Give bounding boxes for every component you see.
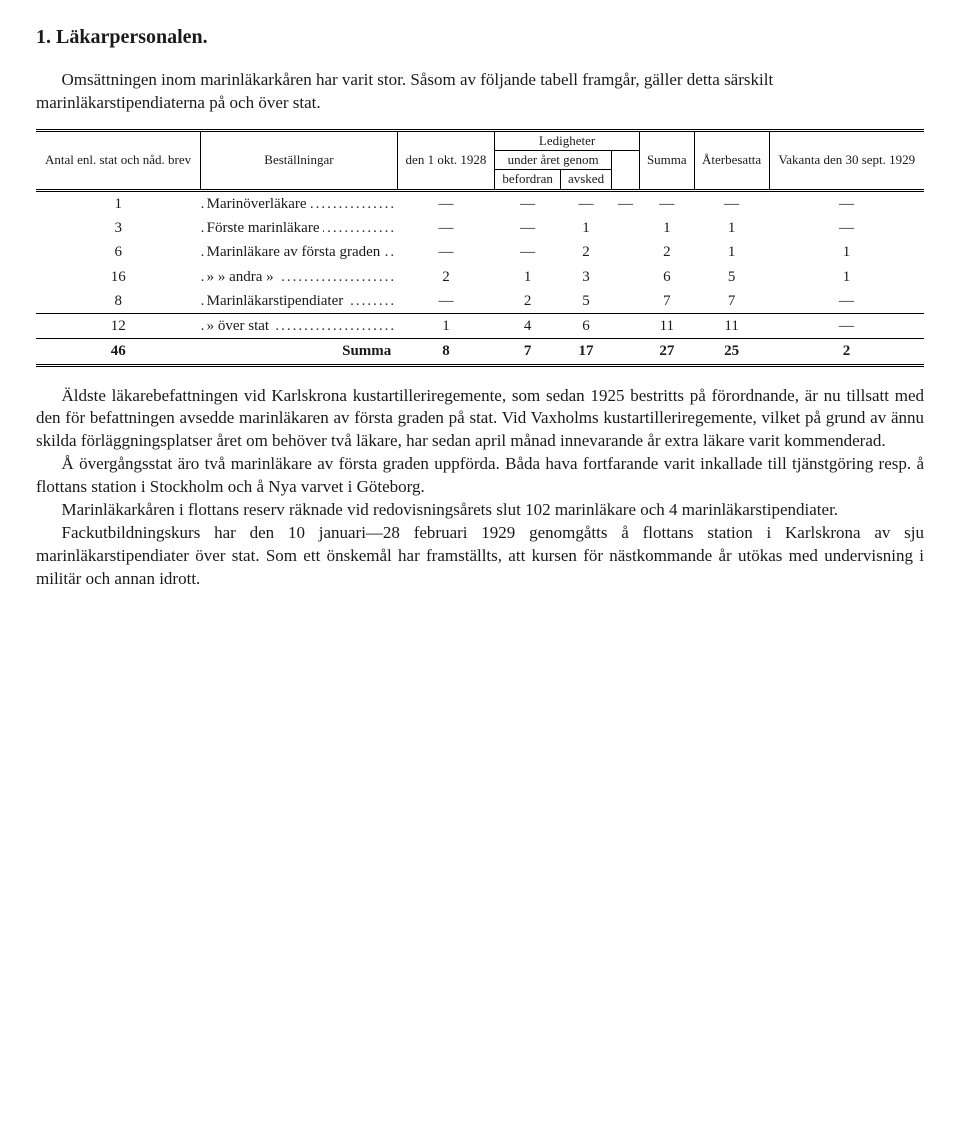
cell: 4 — [495, 314, 561, 339]
cell: 25 — [694, 339, 769, 365]
cell-label: Summa — [201, 339, 398, 365]
body-paragraph: Marinläkarkåren i flottans reserv räknad… — [36, 499, 924, 522]
col-under: under året genom — [495, 151, 612, 170]
cell: — — [397, 240, 494, 264]
cell-antal: 16 — [36, 265, 201, 289]
cell-antal: 46 — [36, 339, 201, 365]
cell-label: Förste marinläkare — [201, 216, 398, 240]
cell: 2 — [769, 339, 924, 365]
cell-antal: 1 — [36, 190, 201, 216]
cell: 2 — [495, 289, 561, 314]
body-paragraph: Å övergångsstat äro två marinläkare av f… — [36, 453, 924, 499]
cell: 1 — [561, 216, 612, 240]
col-ledigheter: Ledigheter — [495, 130, 640, 150]
cell: 1 — [694, 216, 769, 240]
cell — [611, 314, 639, 339]
cell: — — [495, 216, 561, 240]
cell: 5 — [561, 289, 612, 314]
cell: 1 — [769, 265, 924, 289]
cell: 17 — [561, 339, 612, 365]
col-vakan: Vakanta den 30 sept. 1929 — [769, 130, 924, 190]
cell — [611, 289, 639, 314]
cell: — — [397, 289, 494, 314]
cell: 11 — [639, 314, 694, 339]
cell-label: » » andra » — [201, 265, 398, 289]
cell: 8 — [397, 339, 494, 365]
cell: 27 — [639, 339, 694, 365]
col-spacer — [611, 151, 639, 191]
cell: 11 — [694, 314, 769, 339]
cell: — — [769, 314, 924, 339]
cell: — — [611, 190, 639, 216]
cell-antal: 8 — [36, 289, 201, 314]
table-row: 12 » över stat 1 4 6 11 11 — — [36, 314, 924, 339]
body-paragraph: Fackutbildningskurs har den 10 januari—2… — [36, 522, 924, 591]
cell-label: » över stat — [201, 314, 398, 339]
table-row: 1 Marinöverläkare — — — — — — — — [36, 190, 924, 216]
cell: 6 — [639, 265, 694, 289]
cell: — — [495, 190, 561, 216]
body-paragraph: Äldste läkarebefattningen vid Karlskrona… — [36, 385, 924, 454]
cell-antal: 3 — [36, 216, 201, 240]
cell-label: Marinöverläkare — [201, 190, 398, 216]
cell-antal: 12 — [36, 314, 201, 339]
cell: — — [495, 240, 561, 264]
table-sum-row: 46 Summa 8 7 17 27 25 2 — [36, 339, 924, 365]
cell: 1 — [397, 314, 494, 339]
table-row: 6 Marinläkare av första graden — — 2 2 1… — [36, 240, 924, 264]
cell: — — [639, 190, 694, 216]
col-ater: Återbesatta — [694, 130, 769, 190]
cell: — — [769, 289, 924, 314]
cell: — — [561, 190, 612, 216]
col-summa: Summa — [639, 130, 694, 190]
cell: 7 — [495, 339, 561, 365]
cell: 6 — [561, 314, 612, 339]
cell — [611, 339, 639, 365]
cell: 1 — [694, 240, 769, 264]
cell — [611, 265, 639, 289]
col-avsked: avsked — [561, 170, 612, 190]
cell: 1 — [639, 216, 694, 240]
cell: 3 — [561, 265, 612, 289]
intro-paragraph: Omsättningen inom marinläkarkåren har va… — [36, 69, 924, 115]
cell: 1 — [769, 240, 924, 264]
col-antal: Antal enl. stat och nåd. brev — [36, 130, 201, 190]
table-row: 8 Marinläkarstipendiater — 2 5 7 7 — — [36, 289, 924, 314]
table-row: 3 Förste marinläkare — — 1 1 1 — — [36, 216, 924, 240]
cell: — — [769, 190, 924, 216]
cell: — — [397, 216, 494, 240]
cell-label: Marinläkare av första graden — [201, 240, 398, 264]
cell: — — [397, 190, 494, 216]
cell: 2 — [397, 265, 494, 289]
cell: 2 — [561, 240, 612, 264]
cell — [611, 240, 639, 264]
cell: 2 — [639, 240, 694, 264]
cell-antal: 6 — [36, 240, 201, 264]
staff-table: Antal enl. stat och nåd. brev Beställnin… — [36, 129, 924, 367]
cell: 5 — [694, 265, 769, 289]
cell-label: Marinläkarstipendiater — [201, 289, 398, 314]
cell: — — [694, 190, 769, 216]
cell — [611, 216, 639, 240]
cell: 7 — [694, 289, 769, 314]
col-bestall: Beställningar — [201, 130, 398, 190]
cell: 1 — [495, 265, 561, 289]
col-befordran: befordran — [495, 170, 561, 190]
cell: — — [769, 216, 924, 240]
col-den: den 1 okt. 1928 — [397, 130, 494, 190]
table-row: 16 » » andra » 2 1 3 6 5 1 — [36, 265, 924, 289]
section-title: 1. Läkarpersonalen. — [36, 24, 924, 51]
table-body: 1 Marinöverläkare — — — — — — — 3 Förste… — [36, 190, 924, 365]
cell: 7 — [639, 289, 694, 314]
